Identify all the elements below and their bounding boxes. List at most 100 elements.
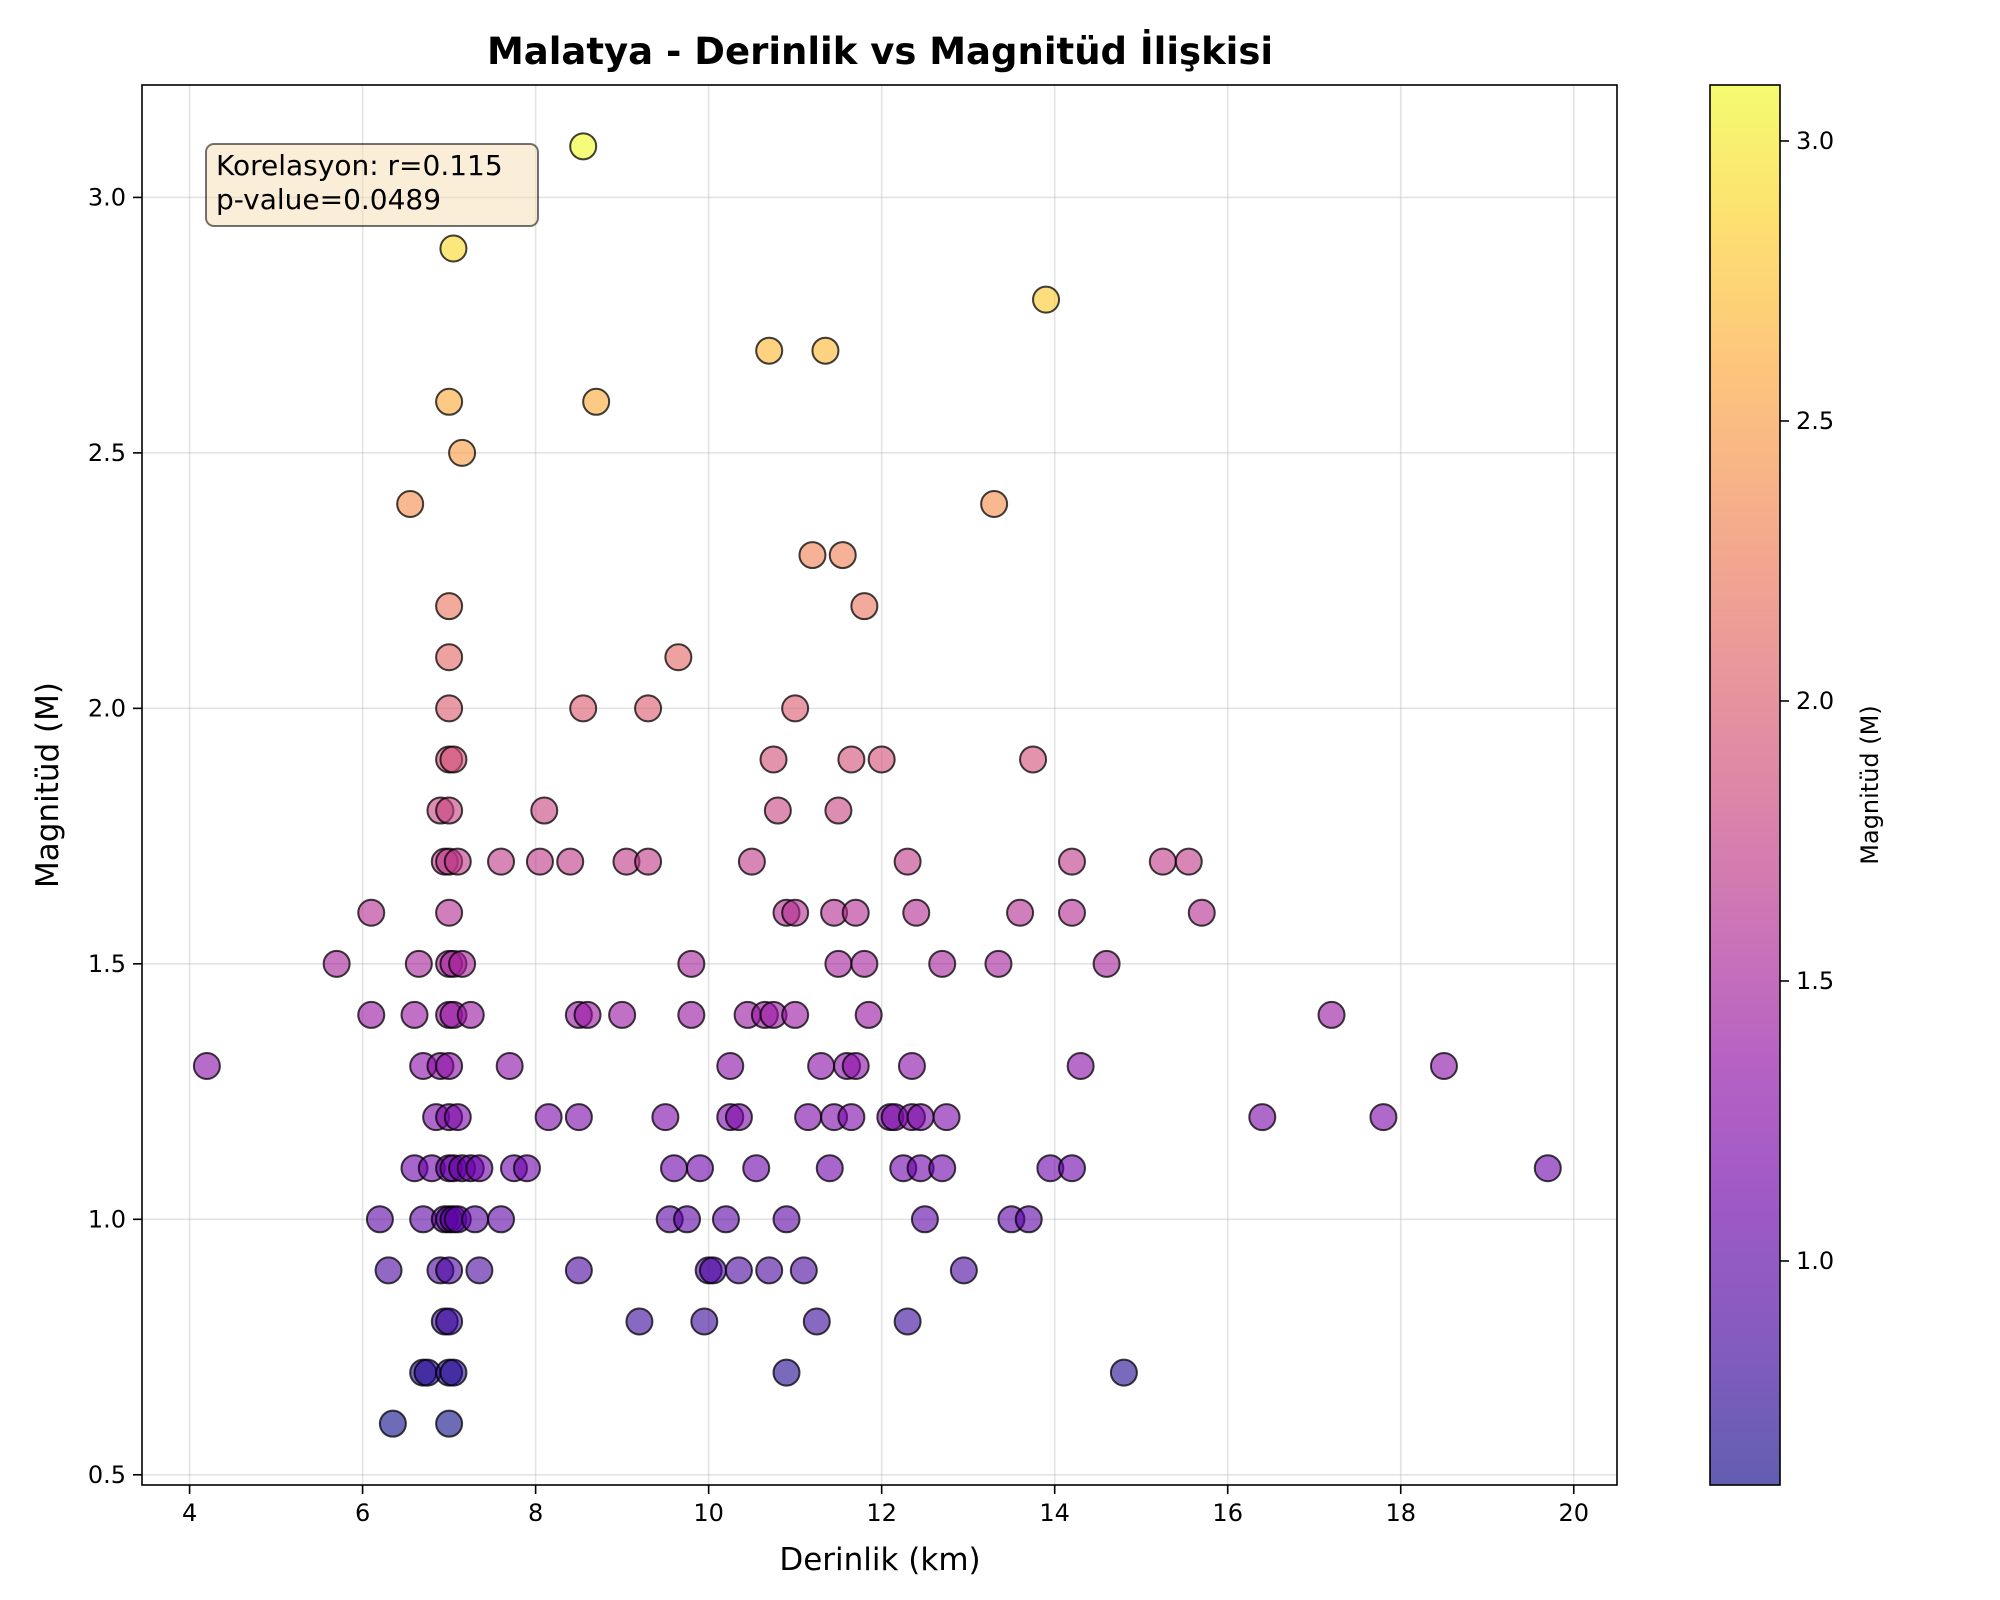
data-point — [660, 1154, 689, 1183]
data-point — [763, 796, 792, 825]
data-point — [435, 387, 464, 416]
data-point — [556, 847, 585, 876]
data-point — [724, 1256, 753, 1285]
data-point — [435, 1052, 464, 1081]
x-tick-label: 18 — [1385, 1499, 1416, 1527]
data-point — [1057, 847, 1086, 876]
data-point — [1109, 1358, 1138, 1387]
data-point — [569, 694, 598, 723]
data-point — [1369, 1103, 1398, 1132]
data-point — [737, 847, 766, 876]
colorbar-tick-label: 1.5 — [1796, 967, 1834, 995]
data-point — [569, 132, 598, 161]
data-point — [443, 847, 472, 876]
colorbar-gradient — [1709, 84, 1781, 1486]
data-point — [850, 592, 879, 621]
data-point — [893, 1307, 922, 1336]
data-point — [512, 1154, 541, 1183]
data-point — [673, 1205, 702, 1234]
data-point — [824, 949, 853, 978]
data-point — [1014, 1205, 1043, 1234]
data-point — [625, 1307, 654, 1336]
data-point — [928, 949, 957, 978]
data-point — [781, 898, 810, 927]
colorbar: 1.0 1.5 2.0 2.5 3.0 Magnitüd (M) — [1709, 84, 1884, 1486]
x-axis-label: Derinlik (km) — [779, 1542, 980, 1578]
data-point — [400, 1000, 429, 1029]
data-point — [772, 1358, 801, 1387]
data-point — [443, 1103, 472, 1132]
data-point — [608, 1000, 637, 1029]
data-point — [525, 847, 554, 876]
data-point — [530, 796, 559, 825]
data-point — [824, 796, 853, 825]
chart-title: Malatya - Derinlik vs Magnitüd İlişkisi — [487, 29, 1273, 73]
y-tick-label: 2.0 — [88, 694, 126, 722]
data-point — [867, 745, 896, 774]
data-point — [755, 336, 784, 365]
data-point — [1174, 847, 1203, 876]
y-tick-label: 0.5 — [88, 1461, 126, 1489]
data-point — [573, 1000, 602, 1029]
data-point — [435, 1256, 464, 1285]
data-point — [322, 949, 351, 978]
data-point — [716, 1052, 745, 1081]
data-point — [1057, 898, 1086, 927]
data-point — [698, 1256, 727, 1285]
data-point — [841, 898, 870, 927]
x-tick-label: 8 — [528, 1499, 543, 1527]
data-point — [357, 898, 386, 927]
annotation-line-pvalue: p-value=0.0489 — [216, 183, 441, 216]
data-point — [755, 1256, 784, 1285]
colorbar-tick-label: 3.0 — [1796, 127, 1834, 155]
data-point — [910, 1205, 939, 1234]
data-point — [439, 1358, 468, 1387]
grid-lines — [142, 85, 1617, 1485]
data-point — [534, 1103, 563, 1132]
y-tick-label: 1.0 — [88, 1205, 126, 1233]
data-point — [1533, 1154, 1562, 1183]
data-point — [448, 949, 477, 978]
data-point — [564, 1256, 593, 1285]
data-point — [461, 1205, 490, 1234]
data-point — [897, 1052, 926, 1081]
data-point — [487, 1205, 516, 1234]
x-tick-label: 10 — [693, 1499, 724, 1527]
data-point — [192, 1052, 221, 1081]
x-tick-label: 12 — [866, 1499, 897, 1527]
data-point — [724, 1103, 753, 1132]
x-tick-label: 16 — [1212, 1499, 1243, 1527]
data-point — [794, 1103, 823, 1132]
y-tick-label: 1.5 — [88, 950, 126, 978]
x-axis-ticks: 4 6 8 10 12 14 16 18 20 — [182, 1485, 1589, 1527]
data-point — [1187, 898, 1216, 927]
data-point — [456, 1000, 485, 1029]
data-point — [634, 694, 663, 723]
data-point — [781, 1000, 810, 1029]
data-point — [742, 1154, 771, 1183]
data-point — [651, 1103, 680, 1132]
x-tick-label: 6 — [355, 1499, 370, 1527]
annotation-box — [205, 143, 539, 227]
data-point — [404, 949, 433, 978]
annotation-line-correlation: Korelasyon: r=0.115 — [216, 149, 503, 182]
data-point — [435, 1307, 464, 1336]
data-point — [1006, 898, 1035, 927]
data-point — [1032, 285, 1061, 314]
data-point — [1248, 1103, 1277, 1132]
data-point — [465, 1256, 494, 1285]
data-point — [980, 489, 1009, 518]
data-point — [759, 745, 788, 774]
x-tick-label: 4 — [182, 1499, 197, 1527]
data-point — [365, 1205, 394, 1234]
data-point — [1148, 847, 1177, 876]
data-point — [837, 745, 866, 774]
data-point — [1057, 1154, 1086, 1183]
data-point — [1066, 1052, 1095, 1081]
data-point — [378, 1409, 407, 1438]
data-point — [435, 1409, 464, 1438]
data-point — [435, 694, 464, 723]
data-point — [439, 234, 468, 263]
data-point — [815, 1154, 844, 1183]
correlation-annotation: Korelasyon: r=0.115 p-value=0.0489 — [205, 143, 539, 227]
